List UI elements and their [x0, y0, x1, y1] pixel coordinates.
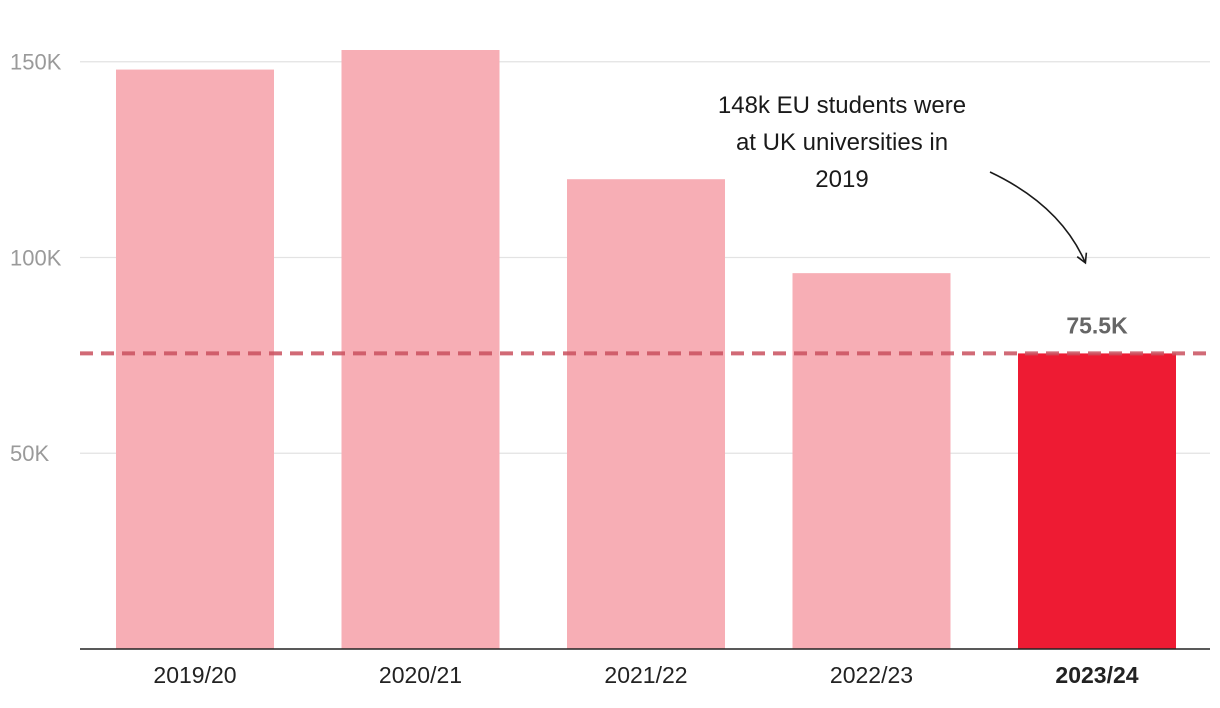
bar	[1018, 353, 1176, 649]
annotation-arrow	[989, 171, 1088, 265]
x-tick-label: 2021/22	[604, 662, 687, 688]
y-tick-label: 100K	[10, 245, 62, 270]
annotation-text: 148k EU students were	[718, 92, 966, 119]
x-tick-label: 2023/24	[1055, 662, 1138, 688]
bars	[116, 50, 1176, 649]
annotation-text: 2019	[815, 166, 868, 193]
y-tick-label: 150K	[10, 50, 62, 75]
x-tick-label: 2019/20	[153, 662, 236, 688]
bar	[567, 179, 725, 649]
x-axis-ticks: 2019/20 2020/21 2021/22 2022/23 2023/24	[153, 662, 1138, 688]
bar	[341, 50, 500, 649]
bar	[116, 69, 274, 649]
annotation: 148k EU students were at UK universities …	[718, 92, 1088, 265]
bar	[792, 273, 951, 649]
annotation-text: at UK universities in	[736, 129, 948, 156]
data-labels: 75.5K	[1066, 312, 1128, 338]
x-tick-label: 2020/21	[379, 662, 462, 688]
data-label: 75.5K	[1066, 312, 1128, 338]
y-axis-ticks: 50K 100K 150K	[10, 50, 62, 467]
y-tick-label: 50K	[10, 441, 49, 466]
x-tick-label: 2022/23	[830, 662, 913, 688]
